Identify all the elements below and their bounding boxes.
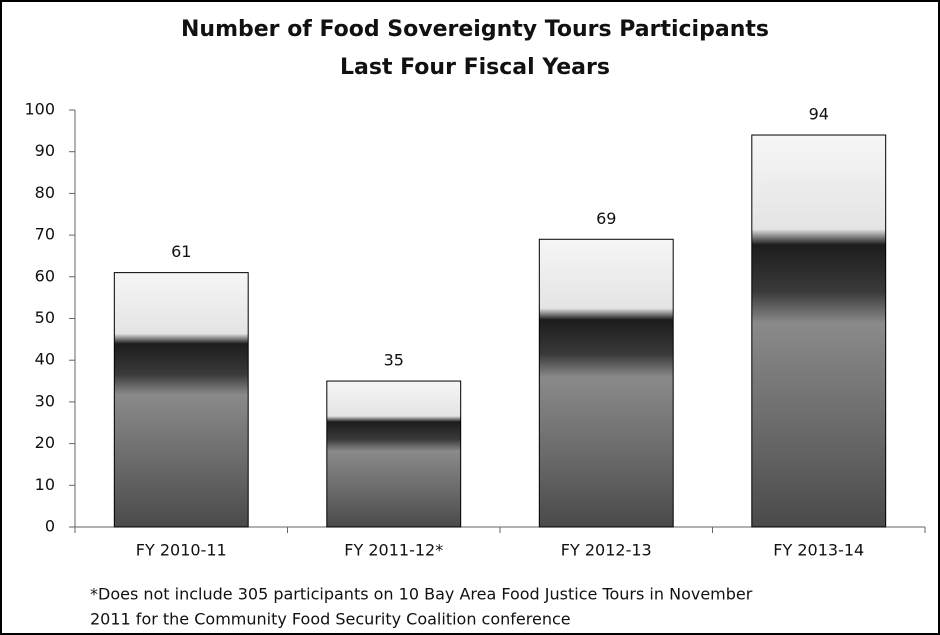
- bar: [113, 272, 249, 528]
- y-tick-label: 90: [35, 141, 55, 160]
- y-tick-label: 10: [35, 475, 55, 494]
- y-tick-label: 80: [35, 183, 55, 202]
- y-tick-label: 60: [35, 266, 55, 285]
- x-tick-label: FY 2010-11: [136, 541, 227, 560]
- y-tick-label: 0: [45, 517, 55, 536]
- x-tick-label: FY 2011-12*: [344, 541, 443, 560]
- data-label: 94: [809, 105, 829, 124]
- chart-title: Number of Food Sovereignty Tours Partici…: [181, 17, 769, 42]
- bar: [326, 380, 462, 528]
- y-tick-label: 40: [35, 350, 55, 369]
- y-tick-label: 30: [35, 391, 55, 410]
- x-tick-label: FY 2013-14: [773, 541, 864, 560]
- footnote: 2011 for the Community Food Security Coa…: [90, 610, 571, 629]
- footnote: *Does not include 305 participants on 10…: [90, 585, 753, 604]
- y-tick-label: 50: [35, 308, 55, 327]
- data-label: 35: [384, 351, 404, 370]
- chart-subtitle: Last Four Fiscal Years: [340, 55, 610, 80]
- y-tick-label: 100: [24, 100, 55, 119]
- y-tick-label: 70: [35, 225, 55, 244]
- x-tick-label: FY 2012-13: [561, 541, 652, 560]
- bar: [751, 134, 887, 528]
- bar: [538, 238, 674, 528]
- data-label: 69: [596, 209, 616, 228]
- y-tick-label: 20: [35, 433, 55, 452]
- data-label: 61: [171, 242, 191, 261]
